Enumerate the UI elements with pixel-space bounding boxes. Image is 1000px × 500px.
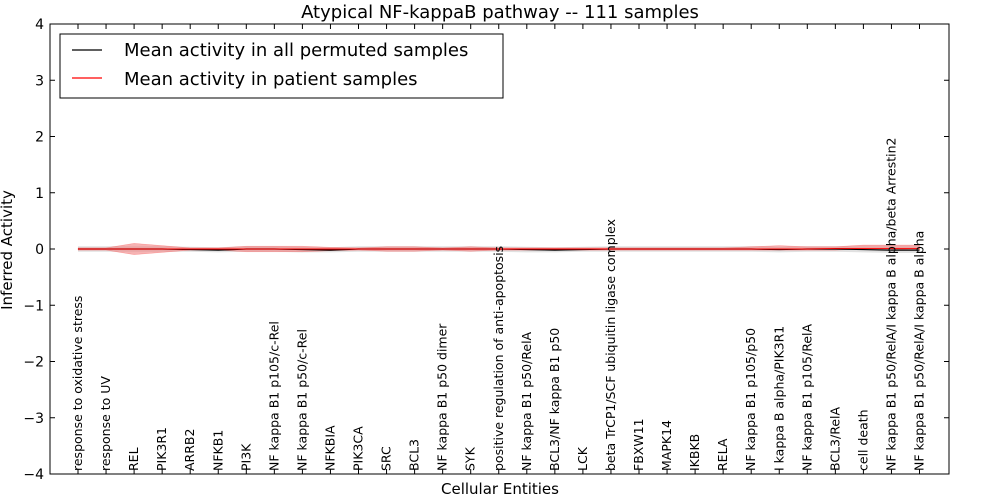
- x-tick-label: NF kappa B1 p50/RelA/I kappa B alpha: [912, 231, 927, 471]
- x-tick-label: MAPK14: [659, 420, 674, 471]
- y-tick-label: 4: [35, 17, 44, 33]
- series-lines: [78, 247, 920, 251]
- x-tick-label: BCL3: [407, 439, 422, 471]
- legend-label-permuted: Mean activity in all permuted samples: [124, 40, 468, 61]
- y-axis-label: Inferred Activity: [0, 190, 16, 310]
- x-tick-label: LCK: [575, 446, 590, 471]
- chart-title: Atypical NF-kappaB pathway -- 111 sample…: [301, 2, 699, 23]
- y-tick-label: 2: [35, 130, 44, 146]
- x-tick-label: NFKBIA: [323, 425, 338, 471]
- x-tick-label: NF kappa B1 p50 dimer: [435, 323, 450, 471]
- legend-label-patient: Mean activity in patient samples: [124, 69, 418, 90]
- x-tick-label: PI3K: [238, 443, 253, 471]
- x-tick-label: NF kappa B1 p105/c-Rel: [266, 321, 281, 471]
- y-tick-label: 3: [35, 73, 44, 89]
- y-tick-label: 0: [35, 242, 44, 258]
- plot-frame: [49, 23, 950, 475]
- x-tick-label: response to oxidative stress: [70, 296, 85, 471]
- y-tick-label: −3: [23, 411, 44, 427]
- x-tick-label: PIK3R1: [154, 427, 169, 471]
- x-tick-label: FBXW11: [631, 418, 646, 471]
- x-tick-label: BCL3/NF kappa B1 p50: [547, 328, 562, 471]
- x-tick-label: NF kappa B1 p50/c-Rel: [294, 329, 309, 471]
- entity-labels: response to oxidative stress response to …: [70, 138, 927, 472]
- x-tick-label: NFKB1: [210, 430, 225, 471]
- x-axis-label: Cellular Entities: [441, 480, 559, 498]
- x-tick-label: REL: [126, 447, 141, 471]
- x-ticks: [77, 24, 920, 474]
- x-tick-label: response to UV: [98, 376, 113, 471]
- y-ticks: 4 3 2 1 0 −1 −2 −3 −4: [23, 17, 949, 483]
- x-tick-label: I kappa B alpha/PIK3R1: [771, 326, 786, 471]
- patient-mean-line: [78, 247, 920, 250]
- x-tick-label: positive regulation of anti-apoptosis: [491, 246, 506, 471]
- y-tick-label: −2: [23, 355, 44, 371]
- x-tick-label: NF kappa B1 p105/p50: [743, 328, 758, 471]
- legend-box: [59, 33, 504, 99]
- x-tick-label: NF kappa B1 p50/RelA: [519, 331, 534, 471]
- x-tick-label: beta TrCP1/SCF ubiquitin ligase complex: [603, 219, 618, 471]
- x-tick-label: RELA: [715, 438, 730, 471]
- x-tick-label: ARRB2: [182, 429, 197, 471]
- y-tick-label: 1: [35, 186, 44, 202]
- x-tick-label: PIK3CA: [351, 426, 366, 471]
- y-tick-label: −1: [23, 298, 44, 314]
- legend: Mean activity in all permuted samples Me…: [59, 33, 504, 99]
- x-tick-label: NF kappa B1 p105/RelA: [799, 324, 814, 471]
- y-tick-label: −4: [23, 467, 44, 483]
- x-tick-label: SYK: [463, 446, 478, 471]
- x-tick-label: IKBKB: [687, 434, 702, 471]
- x-tick-label: NF kappa B1 p50/RelA/I kappa B alpha/bet…: [884, 138, 899, 472]
- x-tick-label: BCL3/RelA: [827, 407, 842, 471]
- x-tick-label: cell death: [855, 409, 870, 471]
- x-tick-label: SRC: [379, 446, 394, 471]
